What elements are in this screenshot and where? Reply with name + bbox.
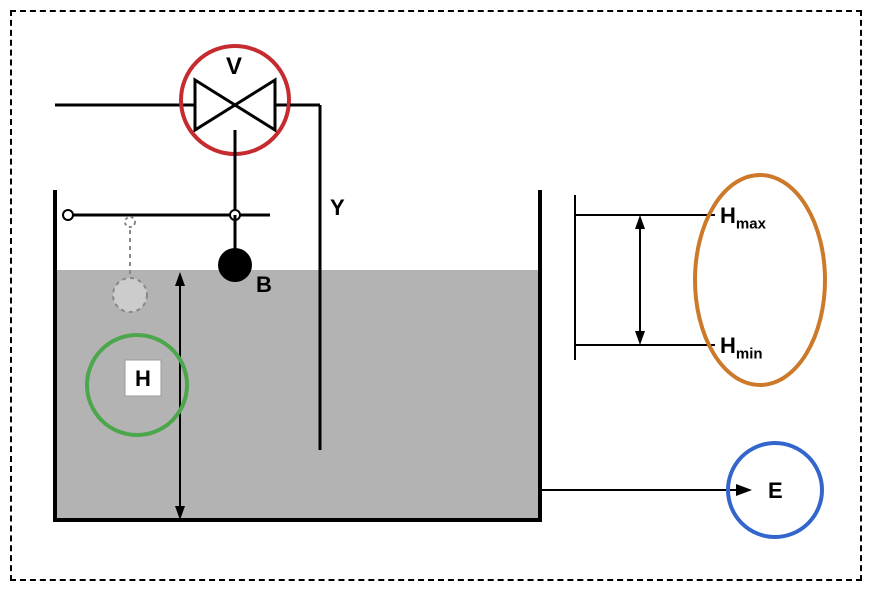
hmax-text: H [720, 203, 736, 228]
lever-pivot-left [63, 210, 73, 220]
valve-body-right [235, 80, 275, 130]
hrange-arrow-bottom [635, 331, 645, 345]
e-label: E [768, 478, 783, 504]
hrange-arrow-top [635, 215, 645, 229]
float-ghost-pivot [125, 217, 135, 227]
output-arrow-head [736, 484, 752, 496]
valve-label: V [226, 53, 242, 81]
b-label: B [256, 272, 272, 298]
diagram-svg [0, 0, 872, 591]
hmax-label: Hmax [720, 203, 766, 232]
y-label: Y [330, 195, 345, 221]
hmin-sub: min [736, 345, 763, 362]
valve-body-left [195, 80, 235, 130]
h-label: H [135, 366, 151, 392]
float-ball-ghost [113, 278, 147, 312]
float-ball [218, 248, 252, 282]
hmin-text: H [720, 333, 736, 358]
diagram-container: V Y B H Hmax Hmin E [0, 0, 872, 591]
hmax-sub: max [736, 215, 766, 232]
hmin-label: Hmin [720, 333, 763, 362]
